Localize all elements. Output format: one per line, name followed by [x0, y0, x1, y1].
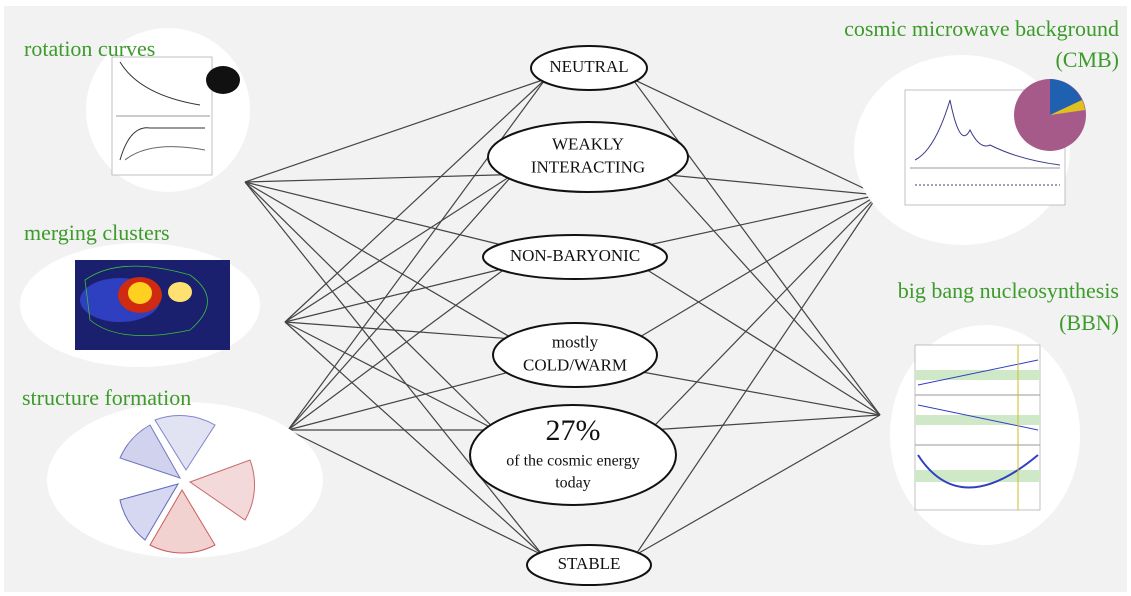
node-label: INTERACTING	[531, 157, 645, 176]
merging-clusters-image	[75, 260, 230, 350]
node-label: WEAKLY	[552, 134, 624, 153]
panel-label: (BBN)	[1059, 310, 1119, 335]
panel-label: merging clusters	[24, 220, 170, 245]
node-label: COLD/WARM	[523, 355, 627, 374]
node-label: STABLE	[558, 554, 621, 573]
panel-label: big bang nucleosynthesis	[898, 278, 1119, 303]
panel-label: (CMB)	[1055, 47, 1119, 72]
panel-label: rotation curves	[24, 36, 155, 61]
diagram: rotation curves merging clusters structu…	[0, 0, 1131, 596]
panel-label: cosmic microwave background	[844, 16, 1119, 41]
node-label: NEUTRAL	[549, 57, 628, 76]
bbn-plot	[915, 345, 1040, 510]
cmb-plot	[905, 79, 1086, 205]
node-label: NON-BARYONIC	[510, 246, 640, 265]
panel-label: structure formation	[22, 385, 191, 410]
node-label: mostly	[552, 332, 599, 351]
node-label: of the cosmic energy	[506, 453, 639, 470]
node-label: today	[555, 475, 591, 492]
node-label: 27%	[546, 414, 601, 447]
